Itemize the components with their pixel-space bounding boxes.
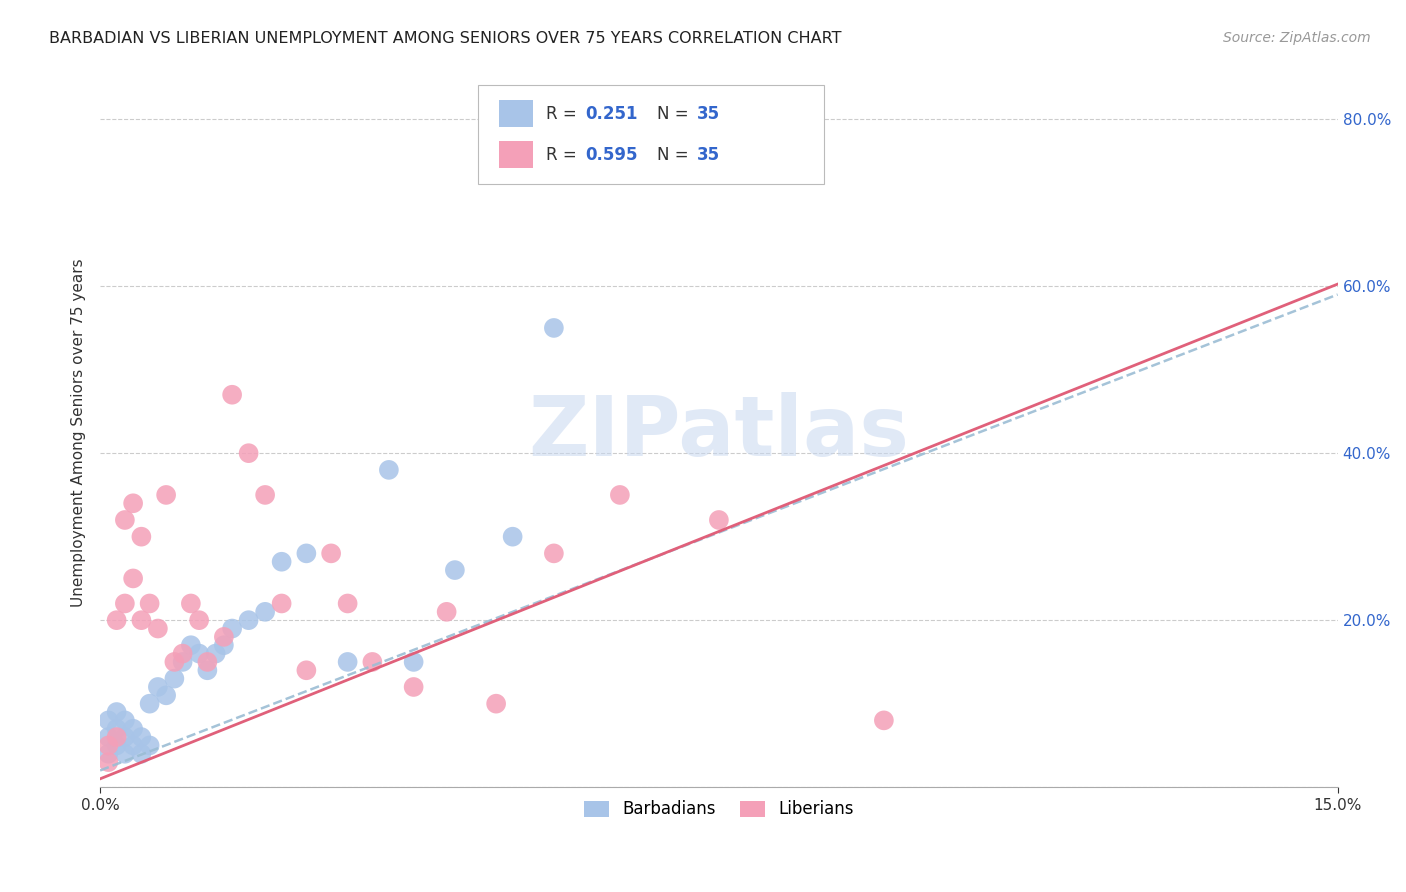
Point [146, 680, 169, 694]
Point [707, 513, 730, 527]
Point [131, 730, 153, 744]
Point [188, 613, 211, 627]
Point [138, 739, 160, 753]
Point [172, 655, 194, 669]
Text: 0.595: 0.595 [585, 145, 638, 163]
FancyBboxPatch shape [478, 85, 824, 184]
Text: 35: 35 [696, 105, 720, 123]
Point [254, 605, 277, 619]
Point [114, 597, 136, 611]
Point [131, 613, 153, 627]
Point [609, 488, 631, 502]
Text: 0.251: 0.251 [585, 105, 638, 123]
Point [97, 730, 120, 744]
Text: R =: R = [546, 105, 582, 123]
Point [402, 680, 425, 694]
Point [195, 663, 218, 677]
Point [221, 388, 243, 402]
Point [146, 622, 169, 636]
Point [114, 730, 136, 744]
Text: N =: N = [657, 145, 695, 163]
Point [402, 655, 425, 669]
Point [105, 739, 128, 753]
Point [188, 647, 211, 661]
Point [336, 655, 359, 669]
Legend: Barbadians, Liberians: Barbadians, Liberians [576, 794, 860, 825]
Point [105, 722, 128, 736]
Point [543, 321, 565, 335]
Point [138, 697, 160, 711]
Point [485, 697, 508, 711]
Point [238, 613, 260, 627]
Point [336, 597, 359, 611]
Point [114, 714, 136, 728]
Point [122, 496, 145, 510]
Point [270, 555, 292, 569]
Point [212, 638, 235, 652]
Point [122, 722, 145, 736]
Point [361, 655, 384, 669]
Point [790, 153, 813, 168]
Point [204, 647, 226, 661]
Point [270, 597, 292, 611]
Point [436, 605, 458, 619]
Text: BARBADIAN VS LIBERIAN UNEMPLOYMENT AMONG SENIORS OVER 75 YEARS CORRELATION CHART: BARBADIAN VS LIBERIAN UNEMPLOYMENT AMONG… [49, 31, 842, 46]
Point [155, 488, 177, 502]
Point [97, 755, 120, 769]
Point [105, 705, 128, 719]
Point [131, 530, 153, 544]
Point [295, 663, 318, 677]
Point [295, 546, 318, 560]
Point [212, 630, 235, 644]
Point [138, 597, 160, 611]
Point [238, 446, 260, 460]
FancyBboxPatch shape [499, 141, 533, 168]
Point [543, 546, 565, 560]
Point [180, 597, 202, 611]
FancyBboxPatch shape [499, 101, 533, 128]
Text: Source: ZipAtlas.com: Source: ZipAtlas.com [1223, 31, 1371, 45]
Point [155, 689, 177, 703]
Point [378, 463, 401, 477]
Point [321, 546, 343, 560]
Y-axis label: Unemployment Among Seniors over 75 years: Unemployment Among Seniors over 75 years [72, 258, 86, 607]
Point [444, 563, 467, 577]
Point [172, 647, 194, 661]
Point [105, 730, 128, 744]
Text: 35: 35 [696, 145, 720, 163]
Point [163, 655, 186, 669]
Point [105, 613, 128, 627]
Point [131, 747, 153, 761]
Point [114, 513, 136, 527]
Text: R =: R = [546, 145, 582, 163]
Point [122, 739, 145, 753]
Point [195, 655, 218, 669]
Point [122, 571, 145, 585]
Point [97, 747, 120, 761]
Point [502, 530, 524, 544]
Point [97, 714, 120, 728]
Point [221, 622, 243, 636]
Text: ZIPatlas: ZIPatlas [529, 392, 910, 473]
Point [97, 739, 120, 753]
Point [163, 672, 186, 686]
Point [180, 638, 202, 652]
Point [114, 747, 136, 761]
Point [873, 714, 896, 728]
Point [254, 488, 277, 502]
Text: N =: N = [657, 105, 695, 123]
